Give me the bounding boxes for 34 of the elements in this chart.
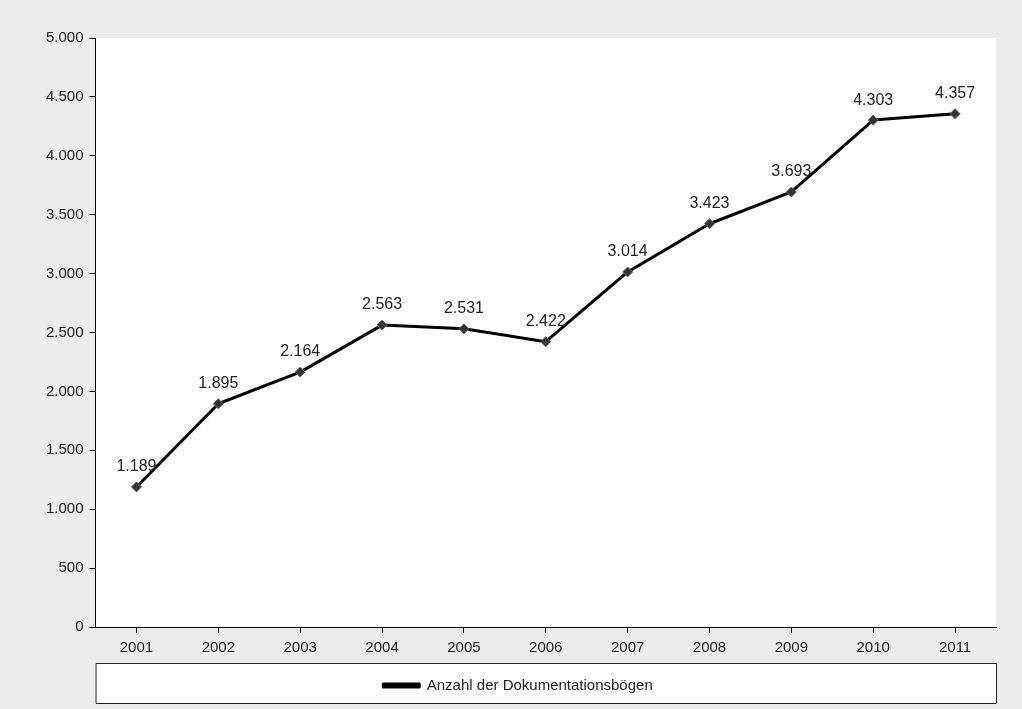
x-tick-label: 2009 bbox=[774, 638, 809, 656]
y-tick-label: 500 bbox=[58, 558, 84, 576]
data-label: 3.693 bbox=[771, 162, 812, 180]
y-tick-label: 2.000 bbox=[45, 381, 84, 399]
y-tick-label: 4.500 bbox=[45, 87, 84, 105]
x-tick-label: 2003 bbox=[283, 638, 317, 656]
y-tick-label: 0 bbox=[75, 617, 84, 635]
y-tick-label: 3.000 bbox=[45, 263, 84, 281]
x-tick-label: 2005 bbox=[447, 638, 481, 656]
data-label: 2.164 bbox=[280, 342, 321, 360]
data-label: 2.531 bbox=[443, 299, 485, 317]
x-tick-label: 2006 bbox=[529, 638, 563, 656]
x-tick-label: 2004 bbox=[365, 638, 399, 656]
data-label: 1.895 bbox=[198, 374, 239, 392]
legend-label: Anzahl der Dokumentationsbögen bbox=[426, 675, 653, 693]
y-tick-label: 1.000 bbox=[45, 499, 84, 517]
x-tick-label: 2007 bbox=[610, 638, 645, 656]
data-label: 3.423 bbox=[689, 194, 730, 212]
data-label: 4.303 bbox=[853, 90, 894, 108]
x-tick-label: 2010 bbox=[856, 638, 890, 656]
data-label: 4.357 bbox=[935, 84, 976, 102]
data-label: 2.422 bbox=[525, 312, 566, 330]
x-tick-label: 2002 bbox=[201, 638, 236, 656]
y-tick-label: 4.000 bbox=[45, 145, 84, 163]
y-tick-label: 5.000 bbox=[45, 28, 84, 46]
data-label: 3.014 bbox=[607, 242, 648, 260]
y-tick-label: 2.500 bbox=[45, 322, 84, 340]
x-tick-label: 2011 bbox=[938, 638, 972, 656]
data-label: 2.563 bbox=[362, 295, 403, 313]
x-tick-label: 2001 bbox=[119, 638, 154, 656]
x-tick-label: 2008 bbox=[692, 638, 727, 656]
y-tick-label: 3.500 bbox=[45, 204, 84, 222]
y-tick-label: 1.500 bbox=[45, 440, 84, 458]
data-label: 1.189 bbox=[116, 457, 157, 475]
